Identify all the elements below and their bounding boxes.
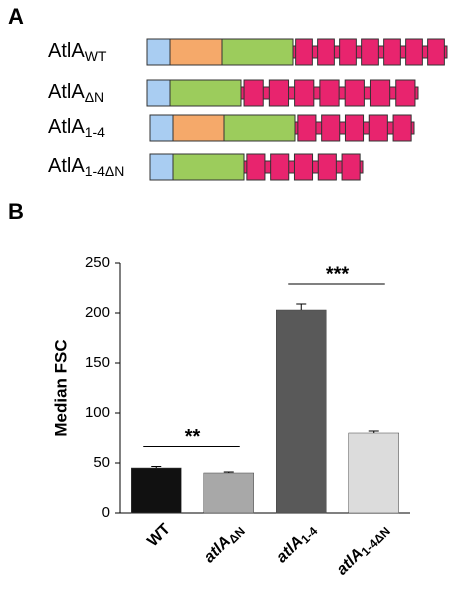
repeat-domain: [319, 79, 340, 107]
label: atlAΔN: [201, 521, 248, 568]
signal-domain: [149, 153, 174, 181]
label-main: WT: [144, 521, 174, 551]
significance-label: **: [185, 426, 201, 448]
bar: [276, 309, 327, 514]
n-domain: [169, 38, 223, 66]
repeat-domain: [317, 153, 337, 181]
label-main: AtlA: [48, 155, 85, 177]
repeat-domain: [392, 114, 412, 142]
y-tick-label: 200: [85, 304, 110, 321]
label: atlA1-4ΔN: [334, 521, 393, 580]
repeat-domain: [405, 38, 423, 66]
panel-label: B: [8, 199, 24, 224]
label-subscript: 1-4ΔN: [85, 163, 125, 179]
label: WT: [144, 521, 174, 551]
catalytic-domain: [169, 79, 242, 107]
repeat-domain: [293, 153, 314, 181]
bar: [348, 432, 399, 514]
y-tick-label: 100: [85, 404, 110, 421]
label: AtlAWT: [48, 40, 107, 63]
repeat-domain: [383, 38, 401, 66]
label-main: AtlA: [48, 81, 85, 103]
repeat-domain: [294, 79, 315, 107]
catalytic-domain: [221, 38, 294, 66]
y-axis-label: Median FSC: [51, 339, 70, 436]
label-subscript: 1-4: [85, 124, 105, 140]
label: AtlA1-4ΔN: [48, 155, 124, 178]
signal-domain: [146, 38, 171, 66]
y-tick-label: 150: [85, 354, 110, 371]
repeat-domain: [297, 114, 317, 142]
repeat-domain: [369, 79, 391, 107]
repeat-domain: [270, 153, 290, 181]
bar: [203, 472, 254, 514]
repeat-domain: [321, 114, 341, 142]
n-domain: [172, 114, 225, 142]
repeat-domain: [268, 79, 290, 107]
error-bar: [296, 303, 307, 310]
label-subscript: 1-4ΔN: [359, 524, 393, 558]
label: AtlA1-4: [48, 116, 105, 139]
significance-label: ***: [326, 263, 350, 285]
error-bar: [368, 430, 379, 433]
label: AtlAΔN: [48, 81, 104, 104]
panel-label: A: [8, 4, 24, 29]
catalytic-domain: [223, 114, 296, 142]
repeat-domain: [243, 79, 264, 107]
repeat-domain: [344, 79, 365, 107]
label-subscript: WT: [85, 48, 107, 64]
repeat-domain: [295, 38, 313, 66]
repeat-domain: [246, 153, 266, 181]
y-tick-label: 250: [85, 254, 110, 271]
bar: [131, 467, 182, 514]
y-tick-label: 50: [93, 454, 110, 471]
repeat-domain: [317, 38, 335, 66]
repeat-domain: [344, 114, 365, 142]
error-bar: [223, 471, 234, 473]
label-main: AtlA: [48, 40, 85, 62]
label: atlA1-4: [273, 521, 320, 568]
signal-domain: [149, 114, 174, 142]
repeat-domain: [368, 114, 388, 142]
label-main: AtlA: [48, 116, 85, 138]
error-bar: [151, 466, 162, 468]
label-subscript: ΔN: [85, 89, 104, 105]
repeat-domain: [339, 38, 357, 66]
repeat-domain: [427, 38, 445, 66]
catalytic-domain: [172, 153, 245, 181]
repeat-domain: [395, 79, 416, 107]
y-tick-label: 0: [102, 504, 110, 521]
signal-domain: [146, 79, 171, 107]
repeat-domain: [361, 38, 379, 66]
repeat-domain: [341, 153, 361, 181]
